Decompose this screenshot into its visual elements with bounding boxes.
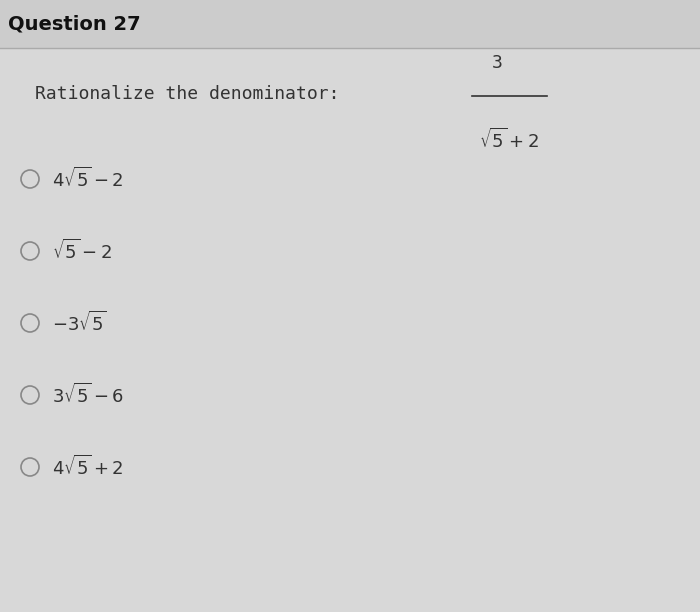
Text: $-3\sqrt{5}$: $-3\sqrt{5}$ <box>52 311 107 335</box>
Text: $4\sqrt{5}-2$: $4\sqrt{5}-2$ <box>52 167 124 191</box>
Text: Rationalize the denominator:: Rationalize the denominator: <box>35 85 340 103</box>
Text: $3\sqrt{5}-6$: $3\sqrt{5}-6$ <box>52 383 124 407</box>
Text: $\sqrt{5}+2$: $\sqrt{5}+2$ <box>479 128 539 152</box>
Text: $\sqrt{5}-2$: $\sqrt{5}-2$ <box>52 239 112 263</box>
FancyBboxPatch shape <box>0 0 700 48</box>
Text: Question 27: Question 27 <box>8 15 141 34</box>
Text: $4\sqrt{5}+2$: $4\sqrt{5}+2$ <box>52 455 124 479</box>
Text: 3: 3 <box>491 54 503 72</box>
